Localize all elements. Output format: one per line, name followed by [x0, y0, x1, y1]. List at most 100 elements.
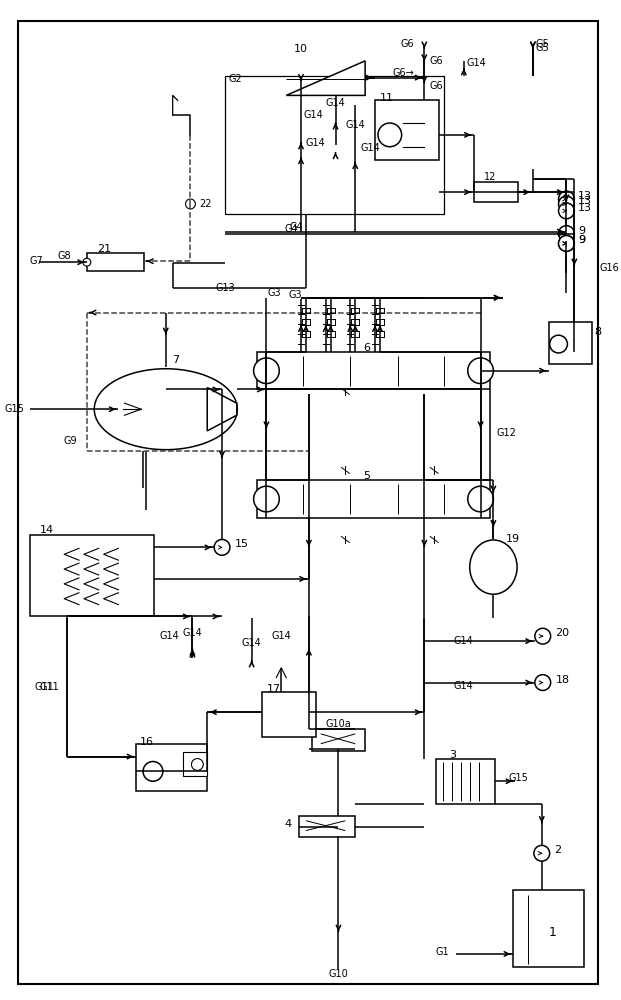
Text: G7: G7 [30, 256, 43, 266]
Text: 13: 13 [578, 191, 592, 201]
Circle shape [558, 236, 574, 251]
Text: 18: 18 [556, 675, 569, 685]
Circle shape [558, 196, 574, 212]
Bar [183, 752, 207, 776]
Polygon shape [286, 61, 365, 95]
Ellipse shape [94, 369, 237, 450]
Circle shape [468, 358, 494, 384]
Text: 3: 3 [449, 750, 456, 760]
Circle shape [378, 123, 402, 147]
Text: G14: G14 [454, 681, 474, 691]
Text: 2: 2 [555, 845, 562, 855]
Text: G3: G3 [288, 290, 302, 300]
Text: G14: G14 [345, 120, 365, 130]
Text: G11: G11 [35, 682, 54, 692]
Text: 19: 19 [506, 534, 520, 544]
Text: 17: 17 [266, 684, 281, 694]
Text: 5: 5 [363, 471, 371, 481]
Text: G10a: G10a [325, 719, 351, 729]
Bar [136, 744, 207, 791]
Text: G14: G14 [306, 138, 325, 148]
Text: 14: 14 [40, 525, 53, 535]
Text: G6: G6 [401, 39, 414, 49]
Bar [87, 253, 144, 271]
Circle shape [253, 358, 279, 384]
Bar [549, 322, 592, 364]
Bar [436, 759, 496, 804]
Text: G8: G8 [57, 251, 71, 261]
Text: 10: 10 [294, 44, 308, 54]
Text: 11: 11 [380, 93, 394, 103]
Text: 13: 13 [578, 196, 592, 206]
Text: G5: G5 [536, 43, 550, 53]
Circle shape [558, 191, 574, 207]
Circle shape [535, 675, 551, 690]
Ellipse shape [469, 540, 517, 594]
Bar [513, 890, 584, 967]
Text: G12: G12 [496, 428, 516, 438]
Text: 9: 9 [578, 226, 586, 236]
Text: G16: G16 [600, 263, 620, 273]
Text: G14: G14 [183, 628, 202, 638]
Text: 7: 7 [171, 355, 179, 365]
Text: G3: G3 [268, 288, 281, 298]
Text: G11: G11 [40, 682, 59, 692]
Bar [299, 816, 355, 837]
Text: G4: G4 [284, 224, 298, 234]
Circle shape [143, 762, 163, 781]
Text: G6: G6 [429, 81, 443, 91]
Text: G6→: G6→ [392, 68, 414, 78]
Circle shape [550, 335, 568, 353]
Text: G14: G14 [467, 58, 486, 68]
Text: 16: 16 [140, 737, 154, 747]
Text: G2: G2 [229, 74, 243, 84]
Text: G15: G15 [508, 773, 528, 783]
Circle shape [83, 258, 91, 266]
Circle shape [468, 486, 494, 512]
Text: 21: 21 [97, 244, 111, 254]
Text: G14: G14 [242, 638, 261, 648]
Text: G5: G5 [536, 39, 550, 49]
Text: 4: 4 [284, 819, 291, 829]
Text: G9: G9 [63, 436, 77, 446]
Bar [256, 480, 491, 518]
Circle shape [558, 236, 574, 251]
Bar [375, 100, 439, 160]
Text: G4: G4 [289, 222, 303, 232]
Text: G15: G15 [5, 404, 25, 414]
Bar [261, 692, 316, 737]
Text: G10: G10 [329, 969, 348, 979]
Circle shape [253, 486, 279, 512]
Text: 20: 20 [556, 628, 569, 638]
Bar [256, 352, 491, 389]
Text: 9: 9 [578, 235, 586, 245]
Circle shape [186, 199, 196, 209]
Circle shape [534, 845, 550, 861]
Text: 6: 6 [363, 343, 371, 353]
Text: 9: 9 [578, 235, 586, 245]
Text: G14: G14 [360, 143, 380, 153]
Text: G14: G14 [304, 110, 324, 120]
Circle shape [558, 226, 574, 241]
Text: 12: 12 [484, 172, 496, 182]
Circle shape [535, 628, 551, 644]
Text: G1: G1 [435, 947, 449, 957]
Text: G6: G6 [429, 56, 443, 66]
Text: 13: 13 [578, 203, 592, 213]
Text: G14: G14 [160, 631, 179, 641]
Text: G14: G14 [325, 98, 345, 108]
Polygon shape [207, 388, 237, 431]
Circle shape [558, 203, 574, 219]
Text: 22: 22 [199, 199, 212, 209]
Text: G13: G13 [215, 283, 235, 293]
Bar [474, 182, 518, 202]
Circle shape [214, 539, 230, 555]
Text: 1: 1 [549, 926, 556, 939]
Text: G14: G14 [454, 636, 474, 646]
Bar [312, 729, 365, 751]
Text: 8: 8 [594, 327, 601, 337]
Text: 15: 15 [235, 539, 249, 549]
Bar [30, 535, 154, 616]
Bar [225, 76, 444, 214]
Text: G14: G14 [271, 631, 291, 641]
